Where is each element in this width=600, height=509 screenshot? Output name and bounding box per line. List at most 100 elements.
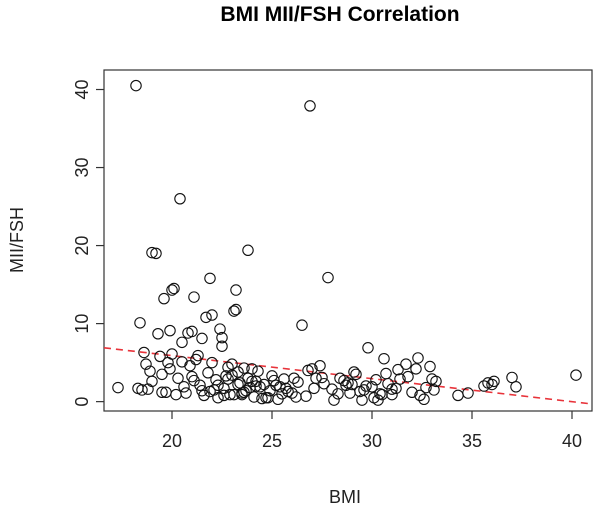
x-tick-label: 25 xyxy=(262,431,282,451)
data-point xyxy=(258,378,270,391)
data-point xyxy=(486,378,498,391)
data-point xyxy=(204,272,216,285)
data-point xyxy=(248,391,260,403)
x-tick-label: 20 xyxy=(162,431,182,451)
data-point xyxy=(420,381,432,394)
y-tick-label: 0 xyxy=(72,397,92,407)
data-point xyxy=(222,361,234,374)
data-point xyxy=(410,363,422,375)
data-point xyxy=(374,388,386,400)
plot-area xyxy=(103,69,593,412)
data-point xyxy=(256,392,268,405)
x-axis: 20 25 30 35 40 xyxy=(162,411,582,451)
data-point xyxy=(238,362,250,374)
data-point xyxy=(188,291,200,303)
data-point xyxy=(348,366,360,378)
data-point xyxy=(406,386,418,399)
data-point xyxy=(246,375,258,388)
x-tick-label: 40 xyxy=(562,431,582,451)
data-point xyxy=(314,359,326,372)
data-point xyxy=(418,393,430,406)
data-point xyxy=(402,370,414,383)
data-point xyxy=(160,386,172,399)
data-point xyxy=(164,363,176,375)
data-point xyxy=(206,309,218,321)
data-point xyxy=(428,384,440,396)
data-point xyxy=(174,193,186,205)
data-point xyxy=(246,363,258,375)
data-point xyxy=(184,359,196,372)
data-point xyxy=(368,391,380,404)
data-point xyxy=(196,332,208,345)
data-points xyxy=(112,79,582,406)
data-point xyxy=(134,317,146,329)
data-point xyxy=(300,390,312,402)
data-point xyxy=(292,376,304,388)
data-point xyxy=(224,388,236,401)
data-point xyxy=(362,342,374,354)
data-point xyxy=(140,358,152,370)
data-point xyxy=(334,372,346,384)
data-point xyxy=(158,292,170,305)
data-point xyxy=(238,386,250,399)
data-point xyxy=(570,369,582,381)
data-point xyxy=(264,384,276,397)
data-point xyxy=(172,372,184,384)
data-point xyxy=(380,367,392,380)
x-tick-label: 30 xyxy=(362,431,382,451)
data-point xyxy=(154,350,166,363)
data-point xyxy=(290,391,302,403)
data-point xyxy=(392,363,404,376)
data-point xyxy=(316,371,328,384)
data-point xyxy=(222,373,234,385)
data-point xyxy=(130,79,142,92)
data-point xyxy=(178,381,190,393)
data-point xyxy=(332,388,344,400)
data-point xyxy=(146,246,158,259)
data-point xyxy=(186,325,198,338)
data-point xyxy=(478,380,490,392)
x-tick-label: 35 xyxy=(462,431,482,451)
data-point xyxy=(202,367,214,379)
data-point xyxy=(190,353,202,366)
data-point xyxy=(412,352,424,364)
data-point xyxy=(506,371,518,384)
data-point xyxy=(358,384,370,396)
data-point xyxy=(226,358,238,370)
data-point xyxy=(156,368,168,381)
data-point xyxy=(302,364,314,377)
data-point xyxy=(268,374,280,387)
data-point xyxy=(386,388,398,401)
data-point xyxy=(112,381,124,394)
data-point xyxy=(166,284,178,296)
data-point xyxy=(274,381,286,393)
data-point xyxy=(424,360,436,373)
data-point xyxy=(200,311,212,324)
data-point xyxy=(216,340,228,352)
data-point xyxy=(168,282,180,295)
data-point xyxy=(212,379,224,391)
data-point xyxy=(156,386,168,399)
data-point xyxy=(308,382,320,395)
data-point xyxy=(488,375,500,388)
data-point xyxy=(394,373,406,385)
data-point xyxy=(414,389,426,402)
data-point xyxy=(176,336,188,349)
data-point xyxy=(452,389,464,402)
data-point xyxy=(304,100,316,112)
data-point xyxy=(152,327,164,340)
data-point xyxy=(188,374,200,387)
data-point xyxy=(242,372,254,384)
y-tick-label: 30 xyxy=(72,158,92,178)
data-point xyxy=(228,305,240,317)
data-point xyxy=(210,374,222,386)
data-point xyxy=(138,346,150,359)
data-point xyxy=(262,391,274,404)
data-point xyxy=(220,370,232,382)
data-point xyxy=(350,368,362,381)
trend-line xyxy=(103,346,593,405)
data-point xyxy=(150,247,162,260)
y-tick-label: 40 xyxy=(72,79,92,99)
data-point xyxy=(166,348,178,360)
data-point xyxy=(218,389,230,402)
